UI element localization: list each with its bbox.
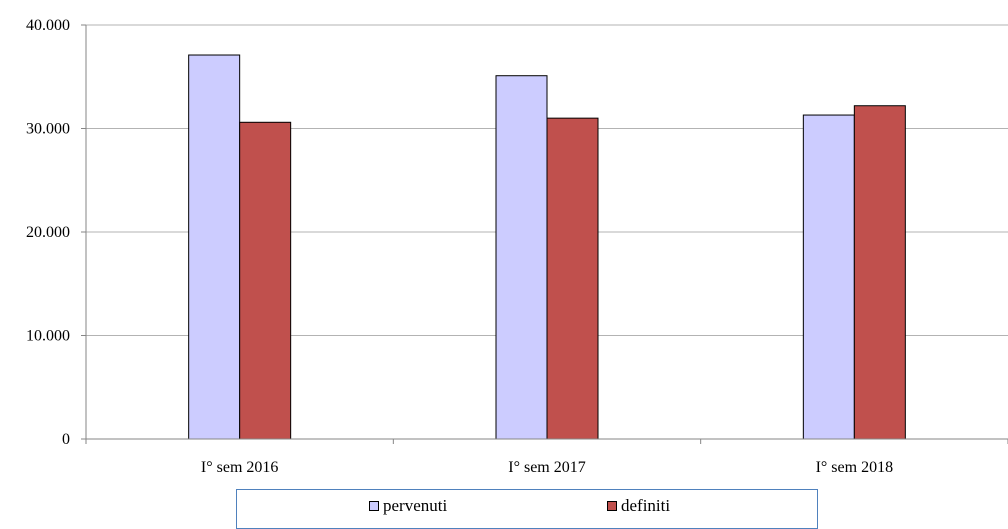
x-tick-label: I° sem 2016 [201,459,279,476]
x-tick-label: I° sem 2017 [508,459,586,476]
bar-pervenuti-2 [802,114,855,440]
legend-item-pervenuti: pervenuti [369,496,447,516]
bar-definiti-0 [239,121,292,440]
x-axis-tick-labels: I° sem 2016 I° sem 2017 I° sem 2018 [201,459,893,476]
bar-definiti-2 [853,105,906,440]
y-tick-label: 20.000 [26,224,70,241]
bar-pervenuti-0 [188,54,241,440]
legend-label-definiti: definiti [621,496,671,515]
y-tick-label: 40.000 [26,17,70,34]
bar-definiti-1 [546,117,599,440]
x-tick-label: I° sem 2018 [816,459,894,476]
y-tick-label: 10.000 [26,328,70,345]
axes [85,25,1008,444]
y-tick-label: 0 [62,431,70,448]
bars [188,54,906,440]
legend-label-pervenuti: pervenuti [383,496,448,515]
bar-pervenuti-1 [495,75,548,440]
y-tick-label: 30.000 [26,121,70,138]
legend-swatch-pervenuti [369,501,379,511]
y-axis-tick-labels: 0 10.000 20.000 30.000 40.000 [26,17,70,448]
legend-item-definiti: definiti [607,496,670,516]
legend: pervenuti definiti [236,489,818,529]
legend-swatch-definiti [607,501,617,511]
